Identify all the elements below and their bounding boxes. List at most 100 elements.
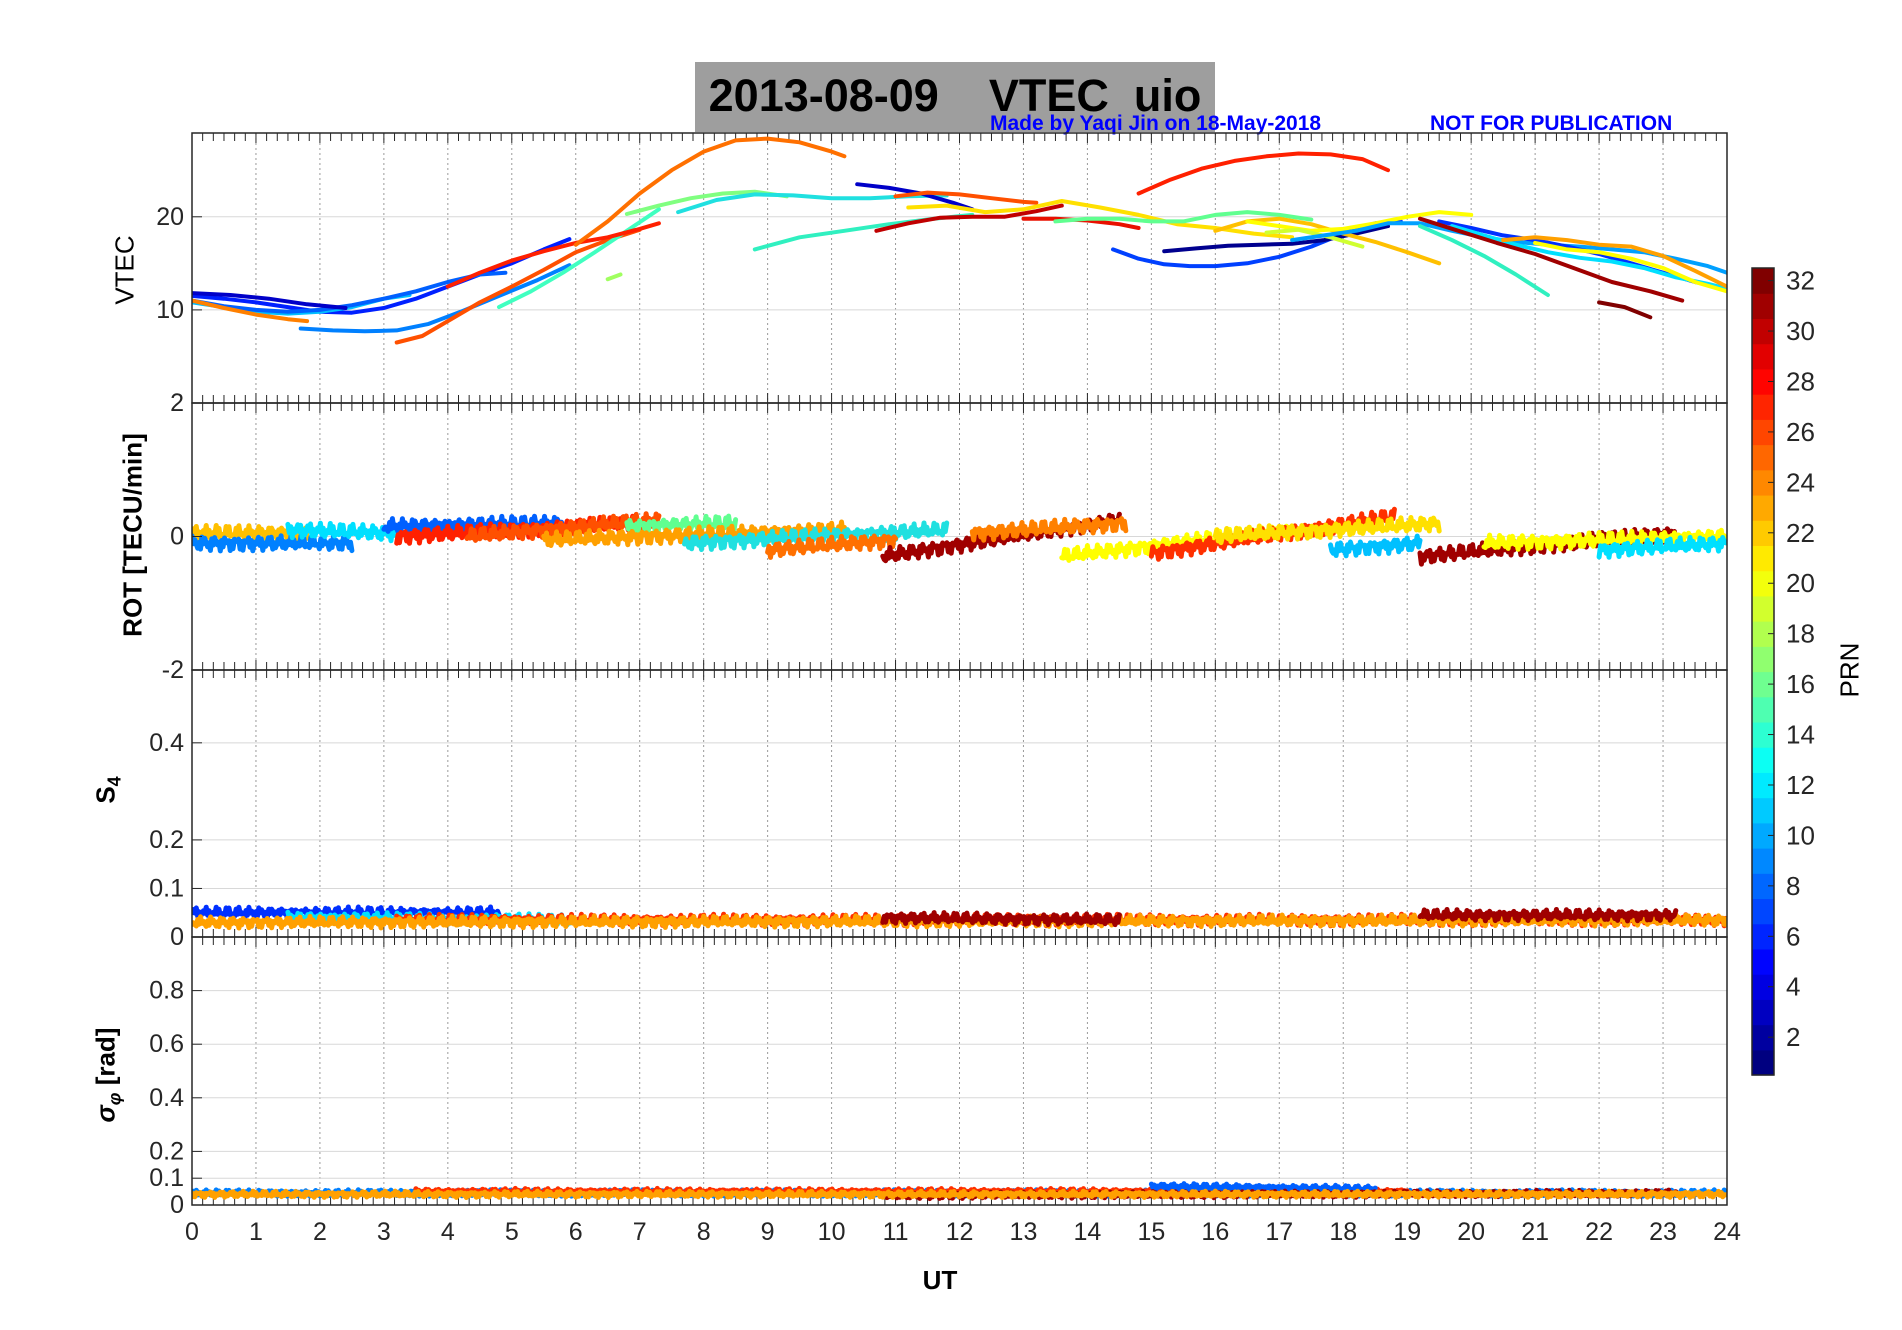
colorbar-tick-label: 22 <box>1786 518 1815 548</box>
title-station: uio <box>1133 70 1202 121</box>
colorbar-tick-label: 10 <box>1786 820 1815 850</box>
colorbar-tick-label: 28 <box>1786 366 1815 396</box>
xtick-label: 3 <box>377 1218 391 1246</box>
xtick-label: 4 <box>441 1218 455 1246</box>
title-date: 2013-08-09 <box>708 70 939 121</box>
colorbar-step <box>1752 999 1774 1026</box>
colorbar-step <box>1752 848 1774 874</box>
colorbar-step <box>1752 595 1774 622</box>
colorbar-step <box>1752 545 1774 572</box>
colorbar-step <box>1752 797 1774 824</box>
colorbar-step <box>1752 368 1774 395</box>
x-axis-label: UT <box>922 1265 958 1295</box>
colorbar-tick-label: 12 <box>1786 770 1815 800</box>
colorbar-step <box>1752 974 1774 1000</box>
series-line-rot-prn13 <box>682 520 950 552</box>
colorbar-step <box>1752 646 1774 673</box>
colorbar-frame <box>1751 267 1775 1076</box>
xtick-label: 16 <box>1201 1218 1229 1246</box>
title-quantity: VTEC <box>988 70 1109 121</box>
colorbar-step <box>1752 873 1774 900</box>
colorbar-tick-label: 24 <box>1786 467 1815 497</box>
ytick-label-rot: 2 <box>170 389 184 417</box>
xtick-label: 11 <box>883 1218 909 1246</box>
colorbar-tick-label: 32 <box>1786 266 1815 296</box>
colorbar-tick-label: 16 <box>1786 669 1815 699</box>
series-line-sigma_phi-prn23 <box>192 1188 1727 1200</box>
series-line-vtec-prn8 <box>298 263 572 334</box>
series-line-rot-prn25 <box>765 533 898 560</box>
series-line-vtec-prn32 <box>1597 300 1653 320</box>
xtick-label: 8 <box>697 1218 711 1246</box>
series-line-vtec-prn14 <box>1418 224 1550 297</box>
xtick-label: 6 <box>569 1218 583 1246</box>
xtick-label: 17 <box>1265 1218 1293 1246</box>
series-group-sigma_phi <box>192 1181 1727 1202</box>
ytick-label-rot: 0 <box>170 523 184 551</box>
colorbar-step <box>1752 469 1774 496</box>
colorbar-step <box>1752 772 1774 799</box>
series-line-vtec-prn18 <box>605 272 623 282</box>
series-line-vtec-prn23 <box>1501 235 1727 289</box>
series-line-s4-prn4 <box>192 904 502 921</box>
xtick-label: 20 <box>1457 1218 1485 1246</box>
series-line-vtec-prn20 <box>1245 210 1474 233</box>
panel-sigma_phi: 00.10.20.40.60.80 1 2 3 4 5 6 7 8 9 10 11 12 13 14 15 16… <box>149 936 1741 1246</box>
colorbar-step <box>1752 343 1774 370</box>
colorbar-tick-label: 26 <box>1786 417 1815 447</box>
ytick-label-s4: 0.2 <box>149 826 184 854</box>
credit-not-for-publication: NOT FOR PUBLICATION <box>1430 112 1673 135</box>
colorbar-tick-label: 30 <box>1786 316 1815 346</box>
title-box: 2013-08-09 VTEC uio <box>695 62 1215 132</box>
series-line-vtec-prn13 <box>676 192 949 215</box>
xtick-label: 10 <box>818 1218 846 1246</box>
series-line-vtec-prn3 <box>192 237 572 315</box>
series-line-sigma_phi-prn6 <box>1148 1181 1378 1194</box>
series-line-vtec-prn17 <box>624 189 789 216</box>
ytick-label-rot: -2 <box>162 656 184 684</box>
colorbar-tick-label: 2 <box>1786 1022 1800 1052</box>
series-line-vtec-prn20 <box>1533 240 1727 294</box>
colorbar-tick-label: 8 <box>1786 871 1800 901</box>
credit-made-by: Made by Yaqi Jin on 18-May-2018 <box>990 112 1322 135</box>
colorbar-step <box>1752 268 1774 294</box>
vtec-ylabel: VTEC <box>109 235 140 305</box>
ytick-label-vtec: 10 <box>156 296 184 324</box>
chart-title: 2013-08-09 VTEC uio <box>695 70 1215 122</box>
xtick-label: 22 <box>1585 1218 1613 1246</box>
series-line-vtec-prn14 <box>752 212 975 252</box>
series-line-vtec-prn25 <box>573 136 847 247</box>
panel-rot: -2 0 2 <box>162 389 1728 684</box>
xtick-label: 13 <box>1010 1218 1038 1246</box>
colorbar-tick-label: 18 <box>1786 619 1815 649</box>
colorbar-tick-label: 20 <box>1786 568 1815 598</box>
s4-ylabel: S4 <box>90 776 125 804</box>
colorbar-step <box>1752 444 1774 471</box>
series-line-vtec-prn21 <box>906 199 1295 240</box>
ytick-label-vtec: 20 <box>156 203 184 231</box>
colorbar-tick-label: 4 <box>1786 972 1800 1002</box>
ytick-label-sigma_phi: 0.8 <box>149 977 184 1005</box>
series-group-vtec <box>192 136 1727 345</box>
colorbar-step <box>1752 1049 1774 1076</box>
xtick-label: 19 <box>1393 1218 1421 1246</box>
colorbar-step <box>1752 747 1774 773</box>
series-line-rot-prn12 <box>1596 534 1727 560</box>
colorbar-step <box>1752 923 1774 950</box>
ytick-label-sigma_phi: 0.2 <box>149 1137 184 1165</box>
rot-ylabel: ROT [TECU/min] <box>117 433 148 637</box>
xtick-label: 2 <box>313 1218 327 1246</box>
panel-vtec: 10 20 <box>156 132 1728 404</box>
colorbar-step <box>1752 394 1774 420</box>
xtick-label: 23 <box>1649 1218 1677 1246</box>
colorbar-tick-label: 6 <box>1786 921 1800 951</box>
xtick-label: 21 <box>1521 1218 1549 1246</box>
series-group-rot <box>192 506 1727 567</box>
colorbar-step <box>1752 570 1774 597</box>
xtick-label: 7 <box>633 1218 647 1246</box>
colorbar-step <box>1752 696 1774 723</box>
colorbar-step <box>1752 948 1774 975</box>
colorbar-step <box>1752 721 1774 748</box>
colorbar-step <box>1752 520 1774 547</box>
